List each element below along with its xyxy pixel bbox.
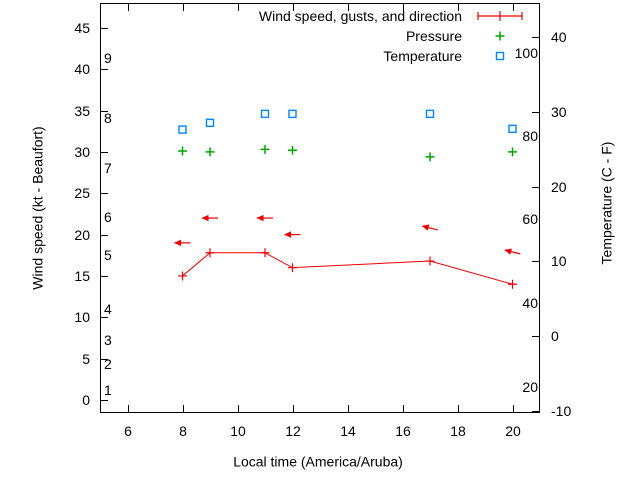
x-tick-label: 20 xyxy=(505,423,521,439)
x-tick-label: 8 xyxy=(179,423,187,439)
y-left-tick xyxy=(101,276,108,277)
x-tick-bottom xyxy=(513,405,514,412)
x-tick-bottom xyxy=(403,405,404,412)
y-right-tick xyxy=(532,37,539,38)
y-left-tick xyxy=(101,317,108,318)
green-plus-icon xyxy=(477,29,523,43)
y-left-tick-label: 10 xyxy=(74,309,90,325)
y-right-tick-label: 40 xyxy=(551,29,567,45)
x-tick-top xyxy=(293,4,294,11)
x-tick-label: 18 xyxy=(450,423,466,439)
beaufort-scale-label: 6 xyxy=(104,209,112,225)
y-right-tick xyxy=(532,261,539,262)
fahrenheit-scale-label: 80 xyxy=(522,128,538,144)
legend-item-label: Wind speed, gusts, and direction xyxy=(258,8,462,24)
legend-item-label: Pressure xyxy=(405,28,462,44)
fahrenheit-scale-label: 100 xyxy=(514,45,538,61)
x-tick-label: 6 xyxy=(124,423,132,439)
x-tick-bottom xyxy=(348,405,349,412)
x-tick-top xyxy=(238,4,239,11)
plot-area xyxy=(100,3,540,413)
x-tick-bottom xyxy=(238,405,239,412)
y-right-tick xyxy=(532,336,539,337)
beaufort-scale-label: 4 xyxy=(104,301,112,317)
y-left-tick-label: 0 xyxy=(82,392,90,408)
y-left-tick xyxy=(101,359,108,360)
x-tick-label: 14 xyxy=(340,423,356,439)
x-tick-top xyxy=(183,4,184,11)
y-left-tick-label: 40 xyxy=(74,61,90,77)
y-left-tick xyxy=(101,152,108,153)
beaufort-scale-label: 3 xyxy=(104,332,112,348)
y-right-tick xyxy=(532,112,539,113)
x-tick-label: 10 xyxy=(230,423,246,439)
beaufort-scale-label: 7 xyxy=(104,160,112,176)
x-tick-bottom xyxy=(183,405,184,412)
y-axis-title-right: Temperature (C - F) xyxy=(598,141,615,265)
y-left-tick-label: 35 xyxy=(74,103,90,119)
beaufort-scale-label: 8 xyxy=(104,110,112,126)
blue-open-square-icon xyxy=(477,49,523,63)
y-right-tick-label: 10 xyxy=(551,253,567,269)
y-left-tick xyxy=(101,193,108,194)
beaufort-scale-label: 1 xyxy=(104,382,112,398)
y-left-tick-label: 5 xyxy=(82,351,90,367)
y-left-tick-label: 20 xyxy=(74,227,90,243)
x-tick-top xyxy=(128,4,129,11)
legend: Wind speed, gusts, and direction Pressure… xyxy=(259,6,523,66)
x-axis-title: Local time (America/Aruba) xyxy=(233,453,403,470)
y-left-tick xyxy=(101,69,108,70)
legend-item: Temperature xyxy=(259,46,523,66)
x-tick-label: 16 xyxy=(395,423,411,439)
fahrenheit-scale-label: 40 xyxy=(522,295,538,311)
y-right-tick xyxy=(532,187,539,188)
y-axis-title-left: Wind speed (kt - Beaufort) xyxy=(29,126,46,290)
legend-item-label: Temperature xyxy=(383,48,462,64)
y-right-tick-label: 0 xyxy=(551,328,559,344)
y-right-tick-label: 20 xyxy=(551,179,567,195)
y-left-tick-label: 25 xyxy=(74,185,90,201)
x-tick-top xyxy=(348,4,349,11)
beaufort-scale-label: 9 xyxy=(104,50,112,66)
fahrenheit-scale-label: 20 xyxy=(522,379,538,395)
x-tick-bottom xyxy=(458,405,459,412)
red-errorbar-line-icon xyxy=(477,9,523,23)
legend-item: Wind speed, gusts, and direction xyxy=(259,6,523,26)
beaufort-scale-label: 5 xyxy=(104,247,112,263)
x-tick-top xyxy=(458,4,459,11)
y-left-tick xyxy=(101,400,108,401)
y-left-tick xyxy=(101,235,108,236)
x-tick-bottom xyxy=(293,405,294,412)
y-right-tick-label: -10 xyxy=(551,403,572,419)
x-tick-label: 12 xyxy=(285,423,301,439)
x-tick-top xyxy=(403,4,404,11)
x-tick-top xyxy=(513,4,514,11)
y-left-tick xyxy=(101,111,108,112)
beaufort-scale-label: 2 xyxy=(104,356,112,372)
fahrenheit-scale-label: 60 xyxy=(522,211,538,227)
y-right-tick-label: 30 xyxy=(551,104,567,120)
y-left-tick-label: 45 xyxy=(74,20,90,36)
x-tick-bottom xyxy=(128,405,129,412)
y-left-tick xyxy=(101,28,108,29)
y-left-tick-label: 30 xyxy=(74,144,90,160)
legend-item: Pressure xyxy=(259,26,523,46)
y-left-tick-label: 15 xyxy=(74,268,90,284)
y-right-tick xyxy=(532,411,539,412)
